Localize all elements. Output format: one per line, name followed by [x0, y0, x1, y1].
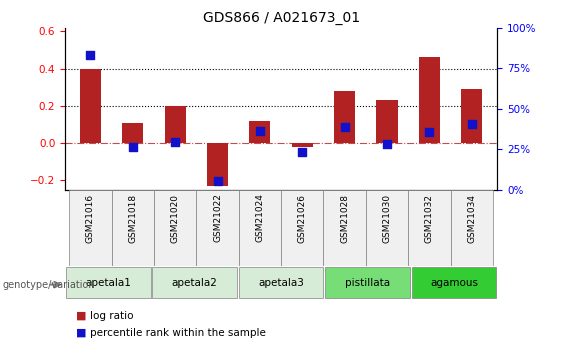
Bar	[207, 143, 228, 186]
Bar	[461, 89, 483, 143]
Bar	[197, 190, 238, 266]
Bar	[292, 143, 313, 147]
Text: GSM21020: GSM21020	[171, 194, 180, 243]
Bar	[238, 190, 281, 266]
Text: GSM21024: GSM21024	[255, 194, 264, 243]
Bar	[281, 190, 323, 266]
Text: agamous: agamous	[430, 278, 478, 288]
Text: ■: ■	[76, 328, 87, 338]
Text: percentile rank within the sample: percentile rank within the sample	[90, 328, 266, 338]
Bar	[323, 190, 366, 266]
Bar	[239, 267, 323, 298]
Text: apetala2: apetala2	[172, 278, 218, 288]
Text: apetala3: apetala3	[258, 278, 304, 288]
Bar	[153, 267, 237, 298]
Point	[213, 178, 222, 184]
Text: GSM21028: GSM21028	[340, 194, 349, 243]
Text: apetala1: apetala1	[85, 278, 131, 288]
Text: log ratio: log ratio	[90, 311, 134, 321]
Bar	[376, 100, 398, 143]
Bar	[334, 91, 355, 143]
Bar	[122, 123, 144, 143]
Bar	[451, 190, 493, 266]
Point	[171, 139, 180, 145]
Text: GSM21034: GSM21034	[467, 194, 476, 243]
Bar	[408, 190, 451, 266]
Text: GSM21026: GSM21026	[298, 194, 307, 243]
Text: GSM21018: GSM21018	[128, 194, 137, 243]
Point	[298, 149, 307, 155]
Text: pistillata: pistillata	[345, 278, 390, 288]
Text: ■: ■	[76, 311, 87, 321]
Point	[467, 121, 476, 127]
Point	[425, 129, 434, 135]
Bar	[154, 190, 197, 266]
Bar	[249, 121, 271, 143]
Title: GDS866 / A021673_01: GDS866 / A021673_01	[202, 11, 360, 25]
Bar	[80, 69, 101, 143]
Text: GSM21032: GSM21032	[425, 194, 434, 243]
Bar	[112, 190, 154, 266]
Bar	[66, 267, 150, 298]
Bar	[325, 267, 410, 298]
Point	[340, 125, 349, 130]
Bar	[164, 106, 186, 143]
Text: genotype/variation: genotype/variation	[3, 280, 95, 289]
Bar	[69, 190, 112, 266]
Point	[383, 141, 392, 146]
Bar	[366, 190, 408, 266]
Text: GSM21016: GSM21016	[86, 194, 95, 243]
Text: GSM21030: GSM21030	[383, 194, 392, 243]
Point	[128, 144, 137, 149]
Point	[255, 128, 264, 133]
Bar	[412, 267, 496, 298]
Text: GSM21022: GSM21022	[213, 194, 222, 243]
Bar	[419, 57, 440, 143]
Point	[86, 52, 95, 58]
